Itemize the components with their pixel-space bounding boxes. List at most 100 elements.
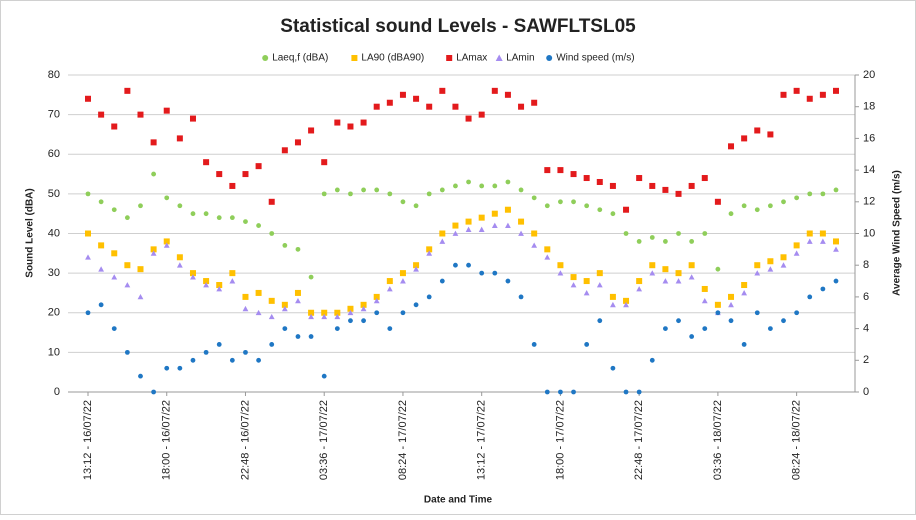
marker xyxy=(243,349,248,355)
marker xyxy=(176,135,183,142)
y-tick-label: 50 xyxy=(48,188,60,200)
marker xyxy=(334,187,340,193)
marker xyxy=(596,270,603,277)
marker xyxy=(203,211,209,217)
marker xyxy=(111,326,117,331)
marker xyxy=(426,294,432,300)
marker xyxy=(216,282,223,289)
marker xyxy=(413,266,419,272)
marker xyxy=(124,349,130,355)
marker xyxy=(793,250,800,256)
marker xyxy=(295,297,301,304)
marker xyxy=(229,215,235,221)
marker xyxy=(426,246,433,253)
series xyxy=(85,206,839,316)
marker xyxy=(295,246,301,252)
marker xyxy=(262,55,269,61)
marker xyxy=(754,262,761,269)
marker xyxy=(111,123,118,130)
marker xyxy=(138,203,143,209)
marker xyxy=(446,55,453,61)
marker xyxy=(833,187,839,193)
marker xyxy=(662,266,669,273)
x-tick-label: 13:12 - 16/07/22 xyxy=(82,400,94,480)
marker xyxy=(386,99,393,106)
series xyxy=(85,171,839,280)
marker xyxy=(807,191,813,197)
marker xyxy=(150,246,157,253)
marker xyxy=(334,313,341,320)
marker xyxy=(807,294,813,300)
marker xyxy=(781,318,786,324)
marker xyxy=(610,365,616,371)
marker xyxy=(806,230,813,237)
marker xyxy=(426,103,433,110)
y2-tick-label: 16 xyxy=(863,132,875,144)
marker xyxy=(439,230,446,237)
y-axis-title: Sound Level (dBA) xyxy=(25,188,36,277)
marker xyxy=(754,310,760,316)
marker xyxy=(255,163,262,170)
y-tick-label: 80 xyxy=(48,69,60,81)
marker xyxy=(111,250,118,257)
legend-label: Laeq,f (dBA) xyxy=(272,53,328,64)
marker xyxy=(754,270,761,276)
marker xyxy=(728,211,734,217)
marker xyxy=(466,262,471,268)
marker xyxy=(702,326,708,331)
marker xyxy=(636,278,643,285)
marker xyxy=(176,262,183,268)
marker xyxy=(609,182,616,189)
legend: Laeq,f (dBA) LA90 (dBA90) LAmax LAmin Wind s… xyxy=(262,53,635,64)
marker xyxy=(347,305,354,312)
marker xyxy=(819,91,826,98)
marker xyxy=(571,389,576,395)
x-tick-label: 08:24 - 18/07/22 xyxy=(791,400,803,480)
marker xyxy=(596,178,603,185)
marker xyxy=(649,357,655,363)
marker xyxy=(649,270,656,276)
marker xyxy=(689,239,695,244)
marker xyxy=(85,191,91,197)
marker xyxy=(518,103,525,110)
marker xyxy=(833,238,839,245)
marker xyxy=(544,389,550,395)
marker xyxy=(714,198,721,205)
marker xyxy=(255,289,262,296)
marker xyxy=(518,294,524,300)
marker xyxy=(190,357,196,363)
marker xyxy=(268,198,275,205)
marker xyxy=(833,87,839,94)
marker xyxy=(308,313,314,320)
marker xyxy=(361,318,366,324)
marker xyxy=(636,239,642,244)
marker xyxy=(544,246,551,253)
marker xyxy=(268,297,275,304)
marker xyxy=(321,159,328,166)
marker xyxy=(676,318,681,324)
marker xyxy=(282,326,288,331)
marker xyxy=(150,250,157,256)
marker xyxy=(294,289,301,296)
marker xyxy=(557,270,564,276)
marker xyxy=(583,175,590,182)
marker xyxy=(584,342,590,347)
marker xyxy=(570,171,577,178)
x-tick-label: 18:00 - 17/07/22 xyxy=(554,400,566,480)
marker xyxy=(479,183,485,189)
marker xyxy=(806,238,813,244)
marker xyxy=(439,278,445,284)
marker xyxy=(347,123,354,130)
marker xyxy=(688,274,695,280)
marker xyxy=(321,313,328,320)
marker xyxy=(478,214,485,221)
marker xyxy=(610,211,616,217)
marker xyxy=(505,179,511,185)
marker xyxy=(701,285,708,292)
marker xyxy=(321,309,328,316)
marker xyxy=(308,309,315,316)
marker xyxy=(203,282,210,288)
marker xyxy=(308,274,314,280)
